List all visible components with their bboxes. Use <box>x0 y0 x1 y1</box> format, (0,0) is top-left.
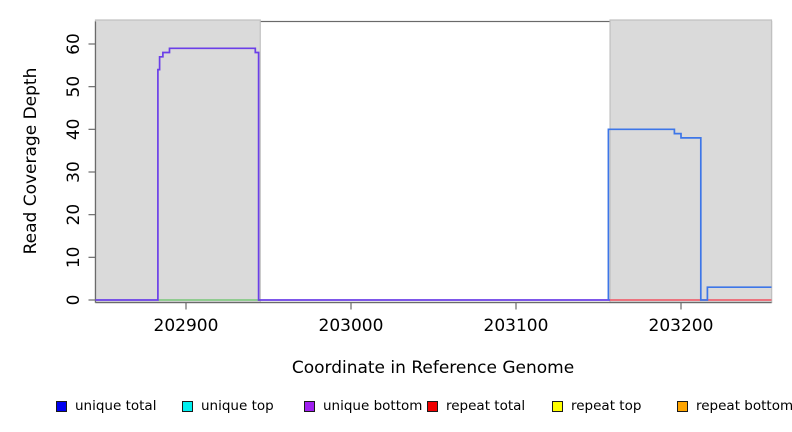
legend-item-repeat-bottom: repeat bottom <box>677 398 792 414</box>
x-tick-label: 203200 <box>649 316 714 336</box>
legend-swatch-unique-total <box>56 400 67 412</box>
legend-swatch-repeat-top <box>552 400 563 412</box>
legend-item-unique-top: unique top <box>182 398 274 414</box>
legend-label-repeat-total: repeat total <box>446 398 526 414</box>
legend-label-repeat-bottom: repeat bottom <box>696 398 792 414</box>
y-tick-label: 10 <box>64 247 84 269</box>
y-tick-label: 40 <box>64 119 84 141</box>
y-tick-label: 60 <box>64 33 84 55</box>
x-tick-label: 202900 <box>154 316 219 336</box>
shaded-region <box>94 19 261 304</box>
plot-area: 202900 203000 203100 203200 0 10 20 30 40 50 60 <box>64 19 773 336</box>
legend-label-unique-bottom: unique bottom <box>323 398 423 414</box>
legend-label-unique-top: unique top <box>201 398 274 414</box>
y-tick-label: 50 <box>64 76 84 98</box>
legend-swatch-unique-bottom <box>304 400 315 412</box>
x-tick-label: 203000 <box>319 316 384 336</box>
y-axis-title: Read Coverage Depth <box>21 67 41 255</box>
x-axis-title: Coordinate in Reference Genome <box>291 358 575 378</box>
y-tick-label: 20 <box>64 204 84 226</box>
y-tick-label: 30 <box>64 161 84 183</box>
legend-label-repeat-top: repeat top <box>571 398 642 414</box>
legend: unique total unique top unique bottom repea… <box>0 398 792 422</box>
series-line-unique-coverage-left-block-violet <box>95 47 610 301</box>
legend-item-repeat-total: repeat total <box>427 398 525 414</box>
legend-item-unique-total: unique total <box>56 398 156 414</box>
legend-item-repeat-top: repeat top <box>552 398 641 414</box>
legend-swatch-unique-top <box>182 400 193 412</box>
legend-swatch-repeat-bottom <box>677 400 688 412</box>
x-tick-label: 203100 <box>484 316 549 336</box>
legend-item-unique-bottom: unique bottom <box>304 398 422 414</box>
series-line-unique-coverage-right-block-blue <box>607 128 772 301</box>
legend-swatch-repeat-total <box>427 400 438 412</box>
shaded-region <box>609 19 773 304</box>
y-tick-label: 0 <box>64 295 84 306</box>
legend-label-unique-total: unique total <box>75 398 157 414</box>
